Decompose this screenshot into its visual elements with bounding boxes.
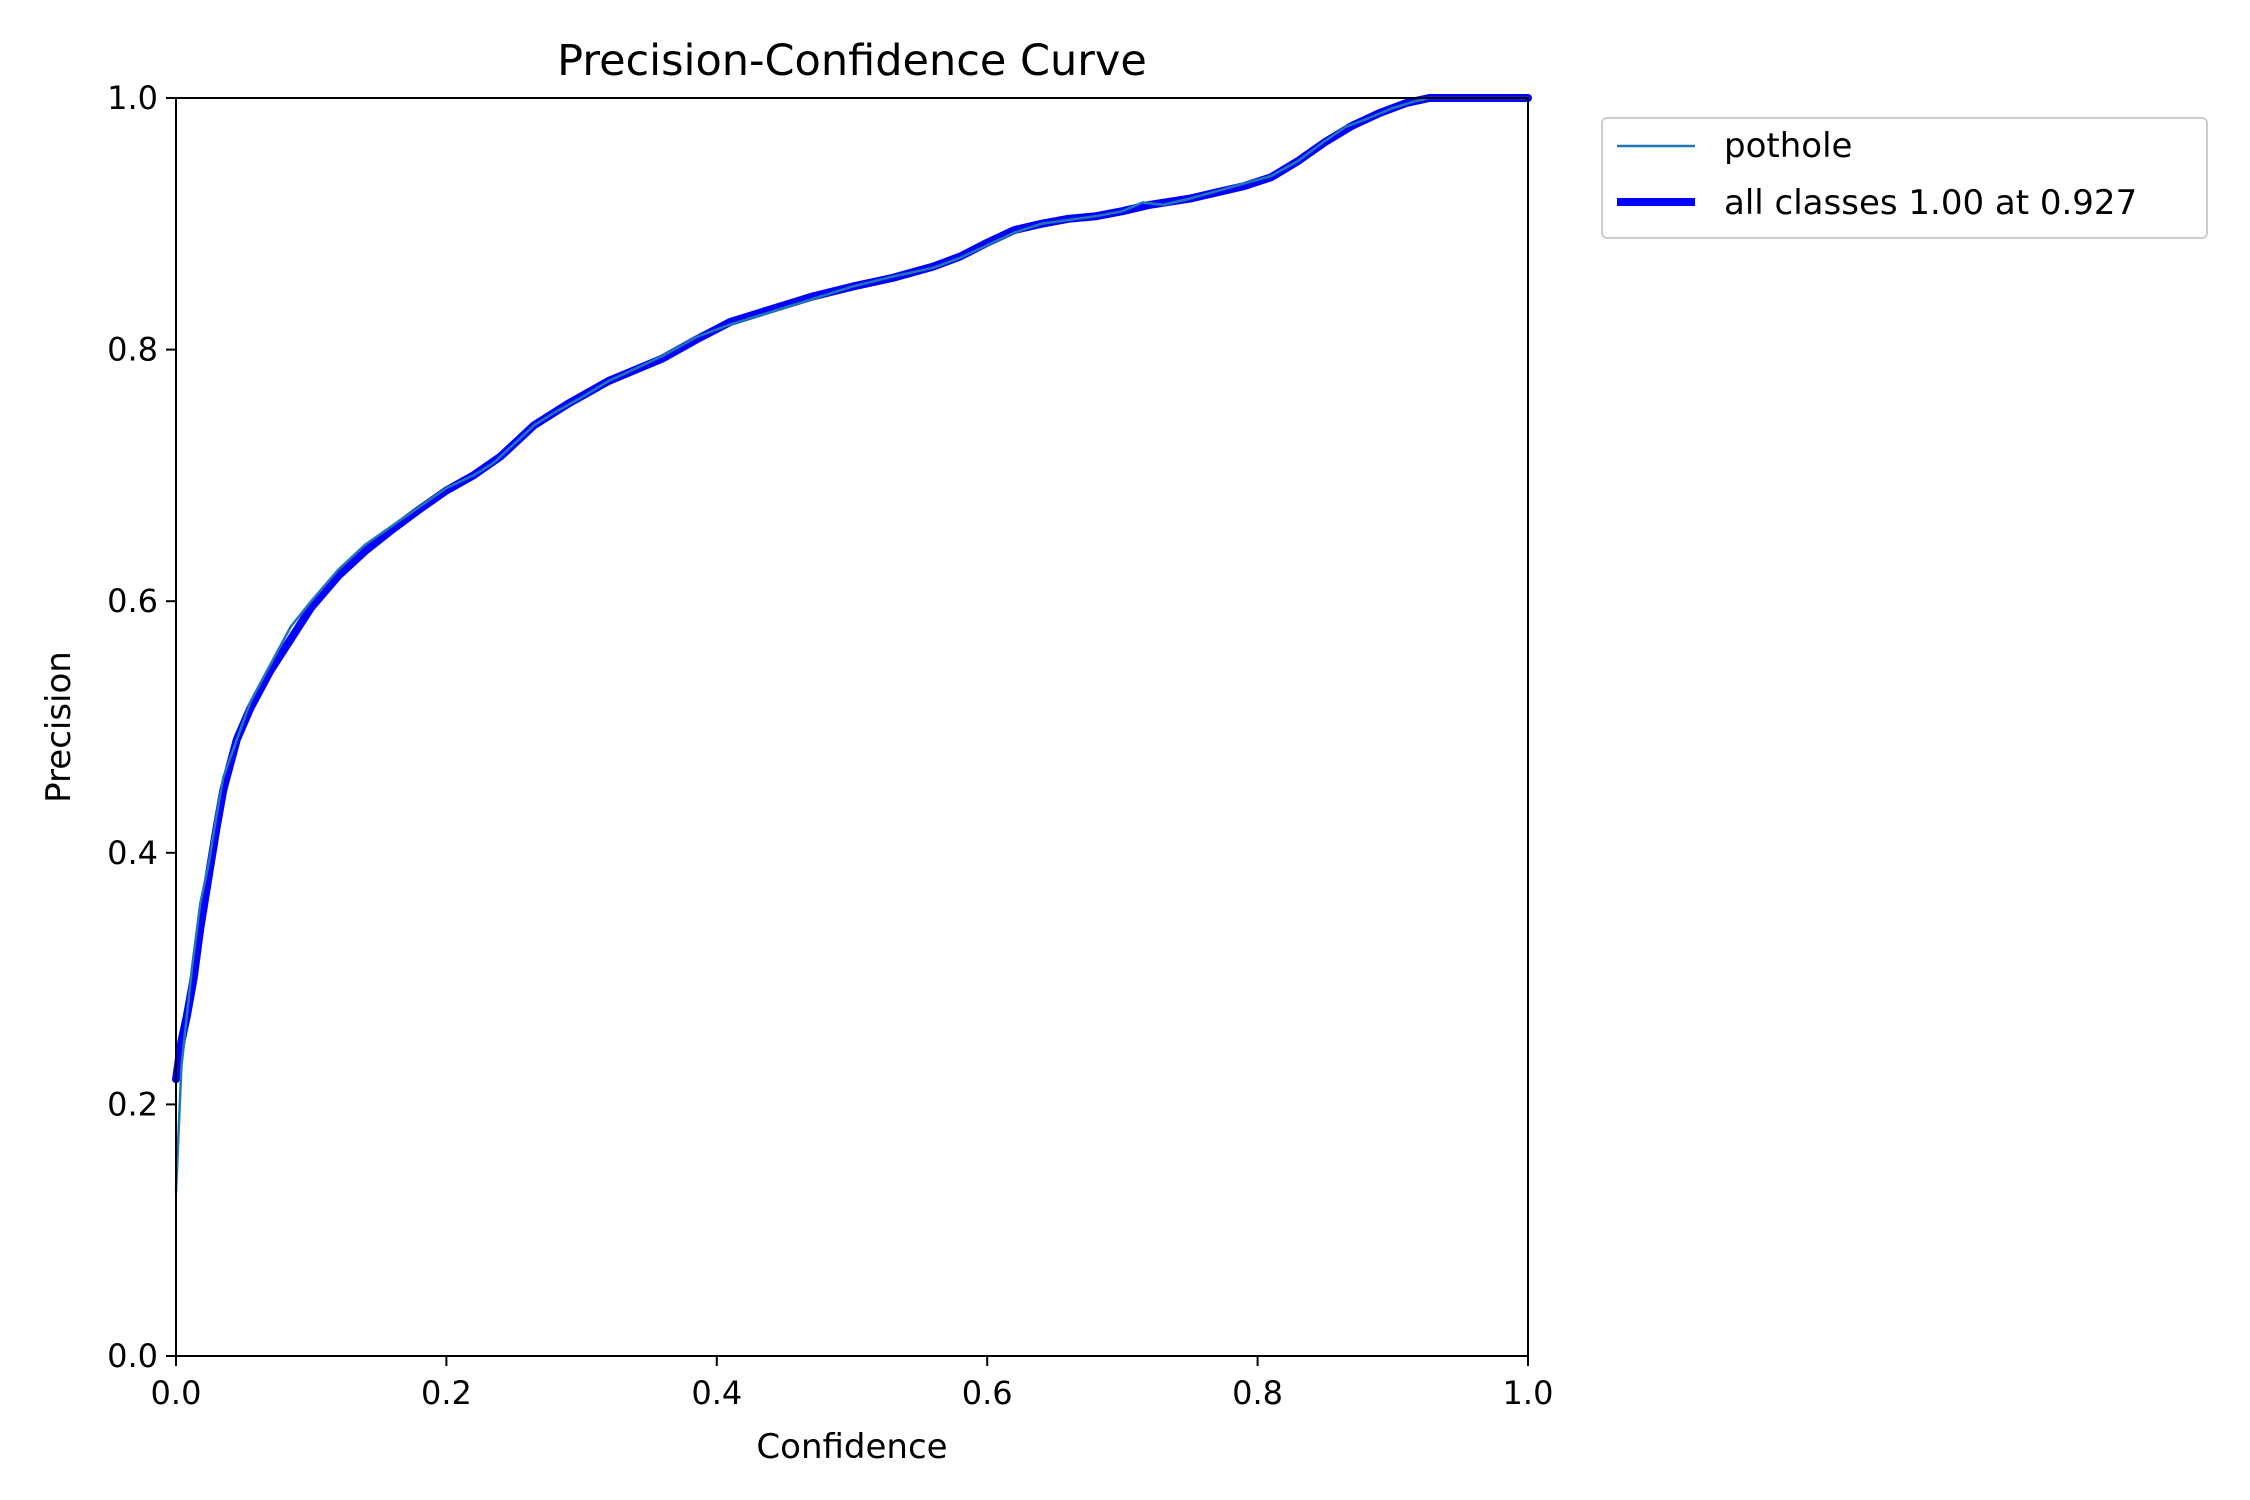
x-tick-label-0: 0.0 — [151, 1374, 202, 1412]
plot-area-frame — [175, 97, 1529, 1357]
y-tick-label-2: 0.4 — [107, 834, 158, 872]
x-axis: 0.0 0.2 0.4 0.6 0.8 1.0 — [151, 1356, 1554, 1412]
x-tick-label-2: 0.4 — [691, 1374, 742, 1412]
y-tick-label-1: 0.2 — [107, 1085, 158, 1123]
legend-label-pothole: pothole — [1724, 126, 1852, 166]
y-axis-title: Precision — [39, 651, 79, 803]
x-axis-title: Confidence — [756, 1427, 947, 1467]
y-tick-label-0: 0.0 — [107, 1337, 158, 1375]
series-layer — [172, 94, 1532, 1194]
y-axis: 0.0 0.2 0.4 0.6 0.8 1.0 — [107, 79, 176, 1375]
y-tick-label-3: 0.6 — [107, 582, 158, 620]
series-line-0 — [174, 96, 1530, 1194]
legend-label-all-classes: all classes 1.00 at 0.927 — [1724, 183, 2137, 223]
series-line-1 — [172, 94, 1532, 1084]
x-tick-label-5: 1.0 — [1503, 1374, 1554, 1412]
y-tick-label-5: 1.0 — [107, 79, 158, 117]
chart-title: Precision-Confidence Curve — [557, 36, 1147, 86]
legend-frame — [1601, 117, 2208, 239]
x-tick-label-1: 0.2 — [421, 1374, 472, 1412]
x-tick-label-4: 0.8 — [1232, 1374, 1283, 1412]
legend: pothole all classes 1.00 at 0.927 — [1601, 117, 2208, 239]
x-tick-label-3: 0.6 — [962, 1374, 1013, 1412]
y-tick-label-4: 0.8 — [107, 331, 158, 369]
